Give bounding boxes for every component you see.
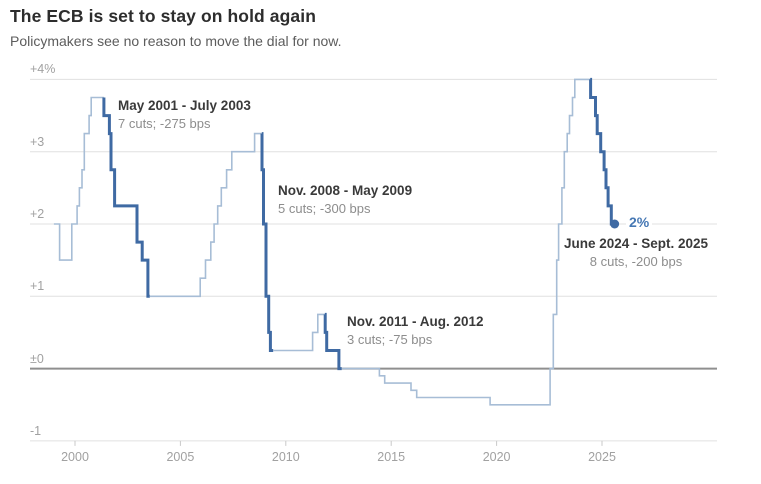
rate-line-cut-period [323, 312, 342, 371]
rate-line-cut-period [260, 132, 274, 352]
current-rate-dot [610, 219, 620, 229]
annotation-period: Nov. 2008 - May 2009 [278, 183, 413, 198]
annotation-2011-2012: Nov. 2011 - Aug. 2012 3 cuts; -75 bps [347, 314, 484, 347]
x-axis-tick-label: 2015 [377, 449, 406, 464]
annotation-period: Nov. 2011 - Aug. 2012 [347, 314, 484, 329]
annotation-2001-2003: May 2001 - July 2003 7 cuts; -275 bps [118, 98, 251, 131]
annotation-detail: 3 cuts; -75 bps [347, 331, 433, 347]
current-rate-label: 2% [626, 214, 653, 230]
annotation-detail: 7 cuts; -275 bps [118, 115, 211, 131]
x-axis-tick-label: 2020 [482, 449, 511, 464]
annotation-period: May 2001 - July 2003 [118, 98, 251, 113]
annotation-period: June 2024 - Sept. 2025 [563, 236, 709, 251]
y-axis-tick-label: ±0 [30, 351, 44, 366]
x-axis-tick-label: 2010 [271, 449, 300, 464]
x-axis-tick-label: 2025 [588, 449, 616, 464]
rate-line-hold-period [273, 313, 325, 352]
y-axis-tick-label: +4% [30, 62, 56, 77]
rate-line-hold-period [341, 78, 591, 406]
chart-title: The ECB is set to stay on hold again [10, 6, 317, 26]
annotation-2024-2025: June 2024 - Sept. 2025 8 cuts, -200 bps [563, 236, 709, 269]
annotation-detail: 8 cuts, -200 bps [589, 253, 683, 269]
y-axis-tick-label: -1 [30, 423, 42, 438]
annotation-2008-2009: Nov. 2008 - May 2009 5 cuts; -300 bps [278, 183, 412, 216]
rate-line-hold-period [149, 132, 262, 298]
y-axis-tick-label: +2 [30, 207, 45, 221]
annotation-detail: 5 cuts; -300 bps [278, 200, 371, 216]
rate-line-cut-period [589, 77, 615, 226]
rate-line-cut-period [102, 97, 150, 298]
x-axis-tick-label: 2000 [61, 449, 89, 464]
x-axis-tick-label: 2005 [166, 449, 195, 464]
rate-line-hold-period [53, 96, 104, 261]
y-axis-tick-label: +1 [30, 279, 45, 294]
chart-subtitle: Policymakers see no reason to move the d… [10, 33, 342, 49]
y-axis-tick-label: +3 [30, 134, 45, 149]
